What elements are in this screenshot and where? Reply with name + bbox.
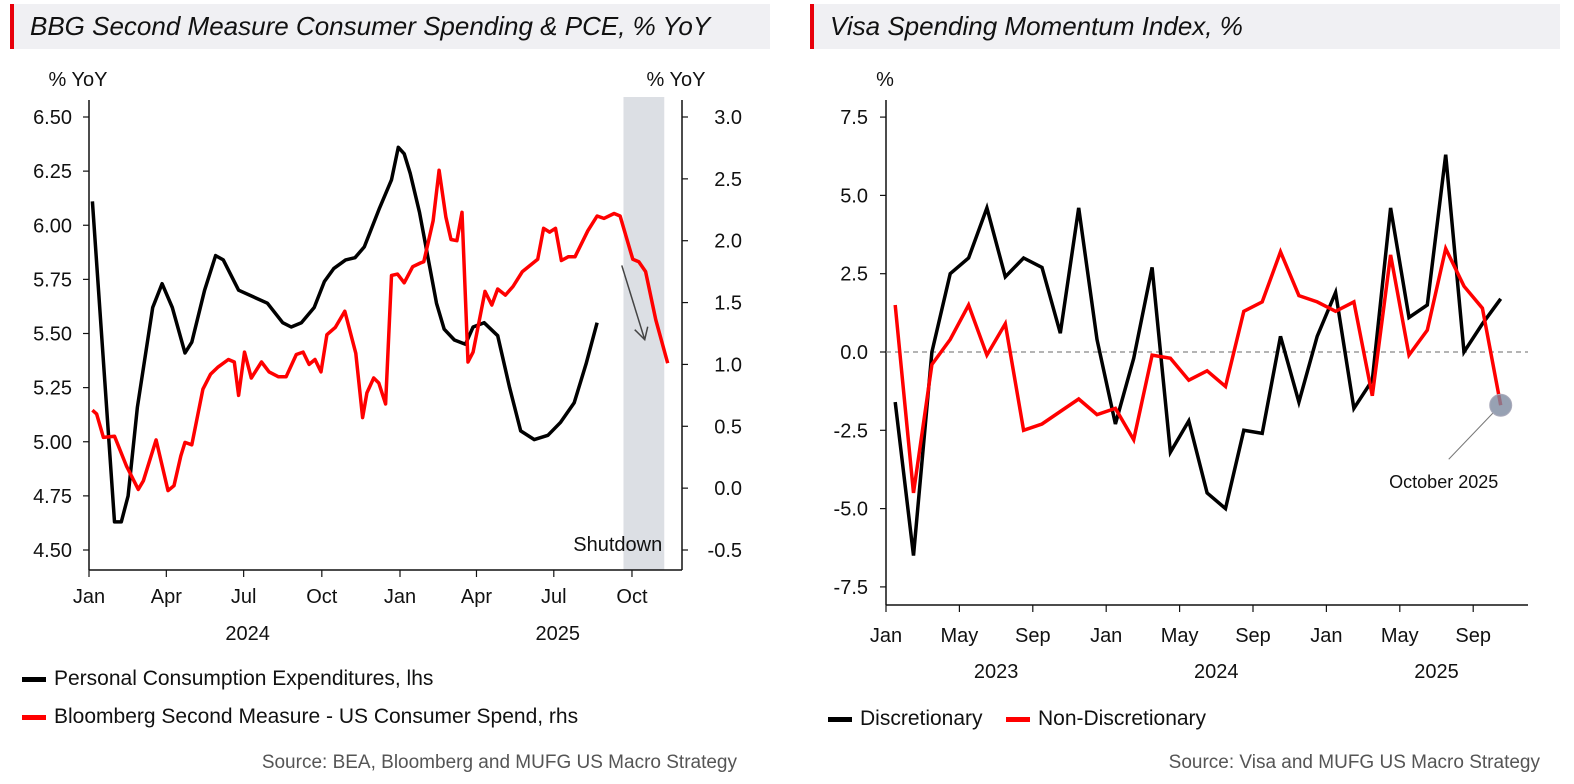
y-tick-label: 0.0 bbox=[840, 342, 868, 364]
legend-label: Discretionary bbox=[860, 707, 983, 730]
y-tick-label: 5.0 bbox=[840, 185, 868, 207]
x-tick-label: Jan bbox=[870, 625, 902, 647]
down-arrow-icon bbox=[621, 265, 646, 340]
y-tick-label: 6.50 bbox=[33, 107, 72, 129]
y2-tick-label: 0.0 bbox=[714, 478, 742, 500]
x-tick-label: Sep bbox=[1015, 625, 1051, 647]
x-tick-label: Jul bbox=[541, 586, 567, 608]
legend-item-bbg: Bloomberg Second Measure - US Consumer S… bbox=[22, 705, 578, 729]
legend-item-pce: Personal Consumption Expenditures, lhs bbox=[22, 667, 433, 691]
y-tick-label: -2.5 bbox=[834, 420, 868, 442]
right-source: Source: Visa and MUFG US Macro Strategy bbox=[1168, 752, 1540, 773]
non-discretionary-line bbox=[893, 243, 1503, 494]
y-tick-label: 5.25 bbox=[33, 378, 72, 400]
highlight-marker bbox=[1489, 393, 1513, 417]
left-chart-title-bar: BBG Second Measure Consumer Spending & P… bbox=[10, 4, 770, 49]
y-tick-label: 6.00 bbox=[33, 215, 72, 237]
x-tick-label: May bbox=[1161, 625, 1199, 647]
arrow-head-icon bbox=[634, 326, 649, 342]
y-tick-label: 7.5 bbox=[840, 107, 868, 129]
y-tick-label: 2.5 bbox=[840, 264, 868, 286]
x-year-label: 2023 bbox=[974, 661, 1019, 683]
y-tick-label: 4.75 bbox=[33, 486, 72, 508]
annotation-label: October 2025 bbox=[1389, 472, 1498, 492]
legend-item-discretionary: Discretionary bbox=[828, 707, 983, 731]
x-tick-label: Apr bbox=[151, 586, 182, 608]
x-year-label: 2024 bbox=[225, 623, 270, 645]
shutdown-shading bbox=[623, 97, 665, 570]
y-tick-label: 4.50 bbox=[33, 540, 72, 562]
right-chart-title: Visa Spending Momentum Index, % bbox=[830, 11, 1243, 41]
legend-swatch-red bbox=[1006, 716, 1030, 722]
y-tick-label: 5.75 bbox=[33, 269, 72, 291]
legend-label: Non-Discretionary bbox=[1038, 707, 1207, 730]
discretionary-line bbox=[893, 154, 1503, 556]
x-tick-label: May bbox=[941, 625, 979, 647]
y-tick-label: -5.0 bbox=[834, 499, 868, 521]
legend-label: Bloomberg Second Measure - US Consumer S… bbox=[54, 705, 579, 728]
pce-line bbox=[90, 145, 599, 524]
title-accent bbox=[10, 4, 14, 49]
x-tick-label: Jan bbox=[384, 586, 416, 608]
y2-tick-label: 3.0 bbox=[714, 107, 742, 129]
left-y-axis-label: % YoY bbox=[49, 69, 108, 91]
y2-tick-label: -0.5 bbox=[708, 540, 742, 562]
y2-tick-label: 0.5 bbox=[714, 416, 742, 438]
legend-swatch-black bbox=[828, 716, 852, 722]
x-tick-label: Jan bbox=[73, 586, 105, 608]
left-source: Source: BEA, Bloomberg and MUFG US Macro… bbox=[261, 752, 737, 773]
legend-item-non-discretionary: Non-Discretionary bbox=[1006, 707, 1206, 731]
x-tick-label: Sep bbox=[1235, 625, 1271, 647]
right-y-axis-label: % YoY bbox=[647, 69, 706, 91]
x-year-label: 2025 bbox=[1414, 661, 1459, 683]
x-tick-label: Jan bbox=[1090, 625, 1122, 647]
x-tick-label: Jan bbox=[1310, 625, 1342, 647]
y2-tick-label: 2.0 bbox=[714, 231, 742, 253]
x-tick-label: Oct bbox=[616, 586, 648, 608]
annotation-leader-line bbox=[1448, 412, 1494, 460]
x-tick-label: Sep bbox=[1455, 625, 1491, 647]
legend-swatch-black bbox=[22, 676, 46, 682]
shutdown-label: Shutdown bbox=[573, 534, 662, 556]
left-chart-title: BBG Second Measure Consumer Spending & P… bbox=[30, 11, 711, 41]
legend-swatch-red bbox=[22, 714, 46, 720]
x-tick-label: May bbox=[1381, 625, 1419, 647]
right-chart-title-bar: Visa Spending Momentum Index, % bbox=[810, 4, 1560, 49]
x-tick-label: Oct bbox=[306, 586, 338, 608]
x-tick-label: Jul bbox=[231, 586, 257, 608]
y2-tick-label: 1.0 bbox=[714, 354, 742, 376]
y2-tick-label: 1.5 bbox=[714, 293, 742, 315]
legend-label: Personal Consumption Expenditures, lhs bbox=[54, 667, 434, 690]
x-year-label: 2025 bbox=[536, 623, 581, 645]
y-tick-label: 5.00 bbox=[33, 432, 72, 454]
x-tick-label: Apr bbox=[461, 586, 492, 608]
y-tick-label: 5.50 bbox=[33, 324, 72, 346]
bbg-consumer-spend-line bbox=[91, 168, 670, 493]
visa-y-axis-label: % bbox=[876, 69, 894, 91]
x-year-label: 2024 bbox=[1194, 661, 1239, 683]
y2-tick-label: 2.5 bbox=[714, 169, 742, 191]
y-tick-label: 6.25 bbox=[33, 161, 72, 183]
y-tick-label: -7.5 bbox=[834, 577, 868, 599]
title-accent bbox=[810, 4, 814, 49]
